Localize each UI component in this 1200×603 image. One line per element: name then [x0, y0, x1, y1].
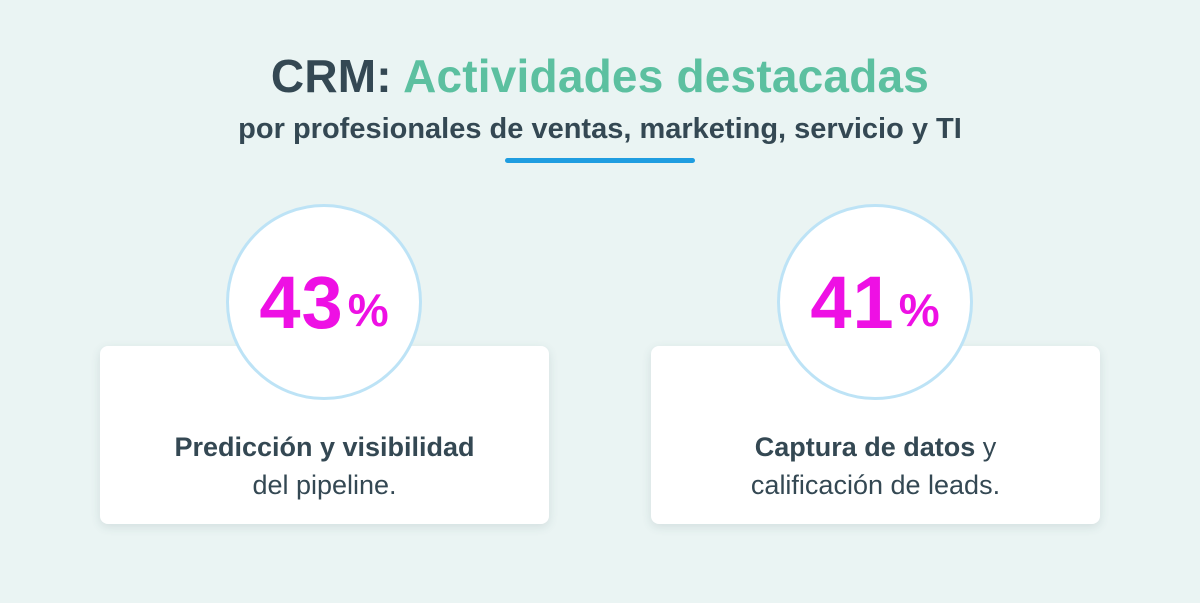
page-title: CRM: Actividades destacadas: [0, 48, 1200, 104]
stat-label-bold: Predicción y visibilidad: [174, 432, 475, 462]
stat-label-regular: calificación de leads.: [750, 470, 1001, 500]
stat-number: 41: [810, 260, 895, 344]
stat-description: Captura de datos y calificación de leads…: [651, 428, 1100, 504]
stat-number: 43: [259, 260, 344, 344]
title-prefix: CRM:: [270, 50, 392, 102]
stat-circle-pipeline: 43%: [226, 204, 422, 400]
stat-label-regular: del pipeline.: [252, 470, 397, 500]
title-accent: Actividades destacadas: [403, 50, 930, 102]
stat-label-bold: Captura de datos: [754, 432, 976, 462]
stat-description: Predicción y visibilidad del pipeline.: [100, 428, 549, 504]
stat-label-inline: y: [975, 432, 997, 462]
stat-unit: %: [347, 284, 389, 336]
stat-circle-leads: 41%: [777, 204, 973, 400]
title-underline: [505, 158, 695, 163]
page-subtitle: por profesionales de ventas, marketing, …: [238, 113, 962, 145]
stat-value: 41%: [780, 207, 970, 397]
stat-unit: %: [898, 284, 940, 336]
stat-value: 43%: [229, 207, 419, 397]
